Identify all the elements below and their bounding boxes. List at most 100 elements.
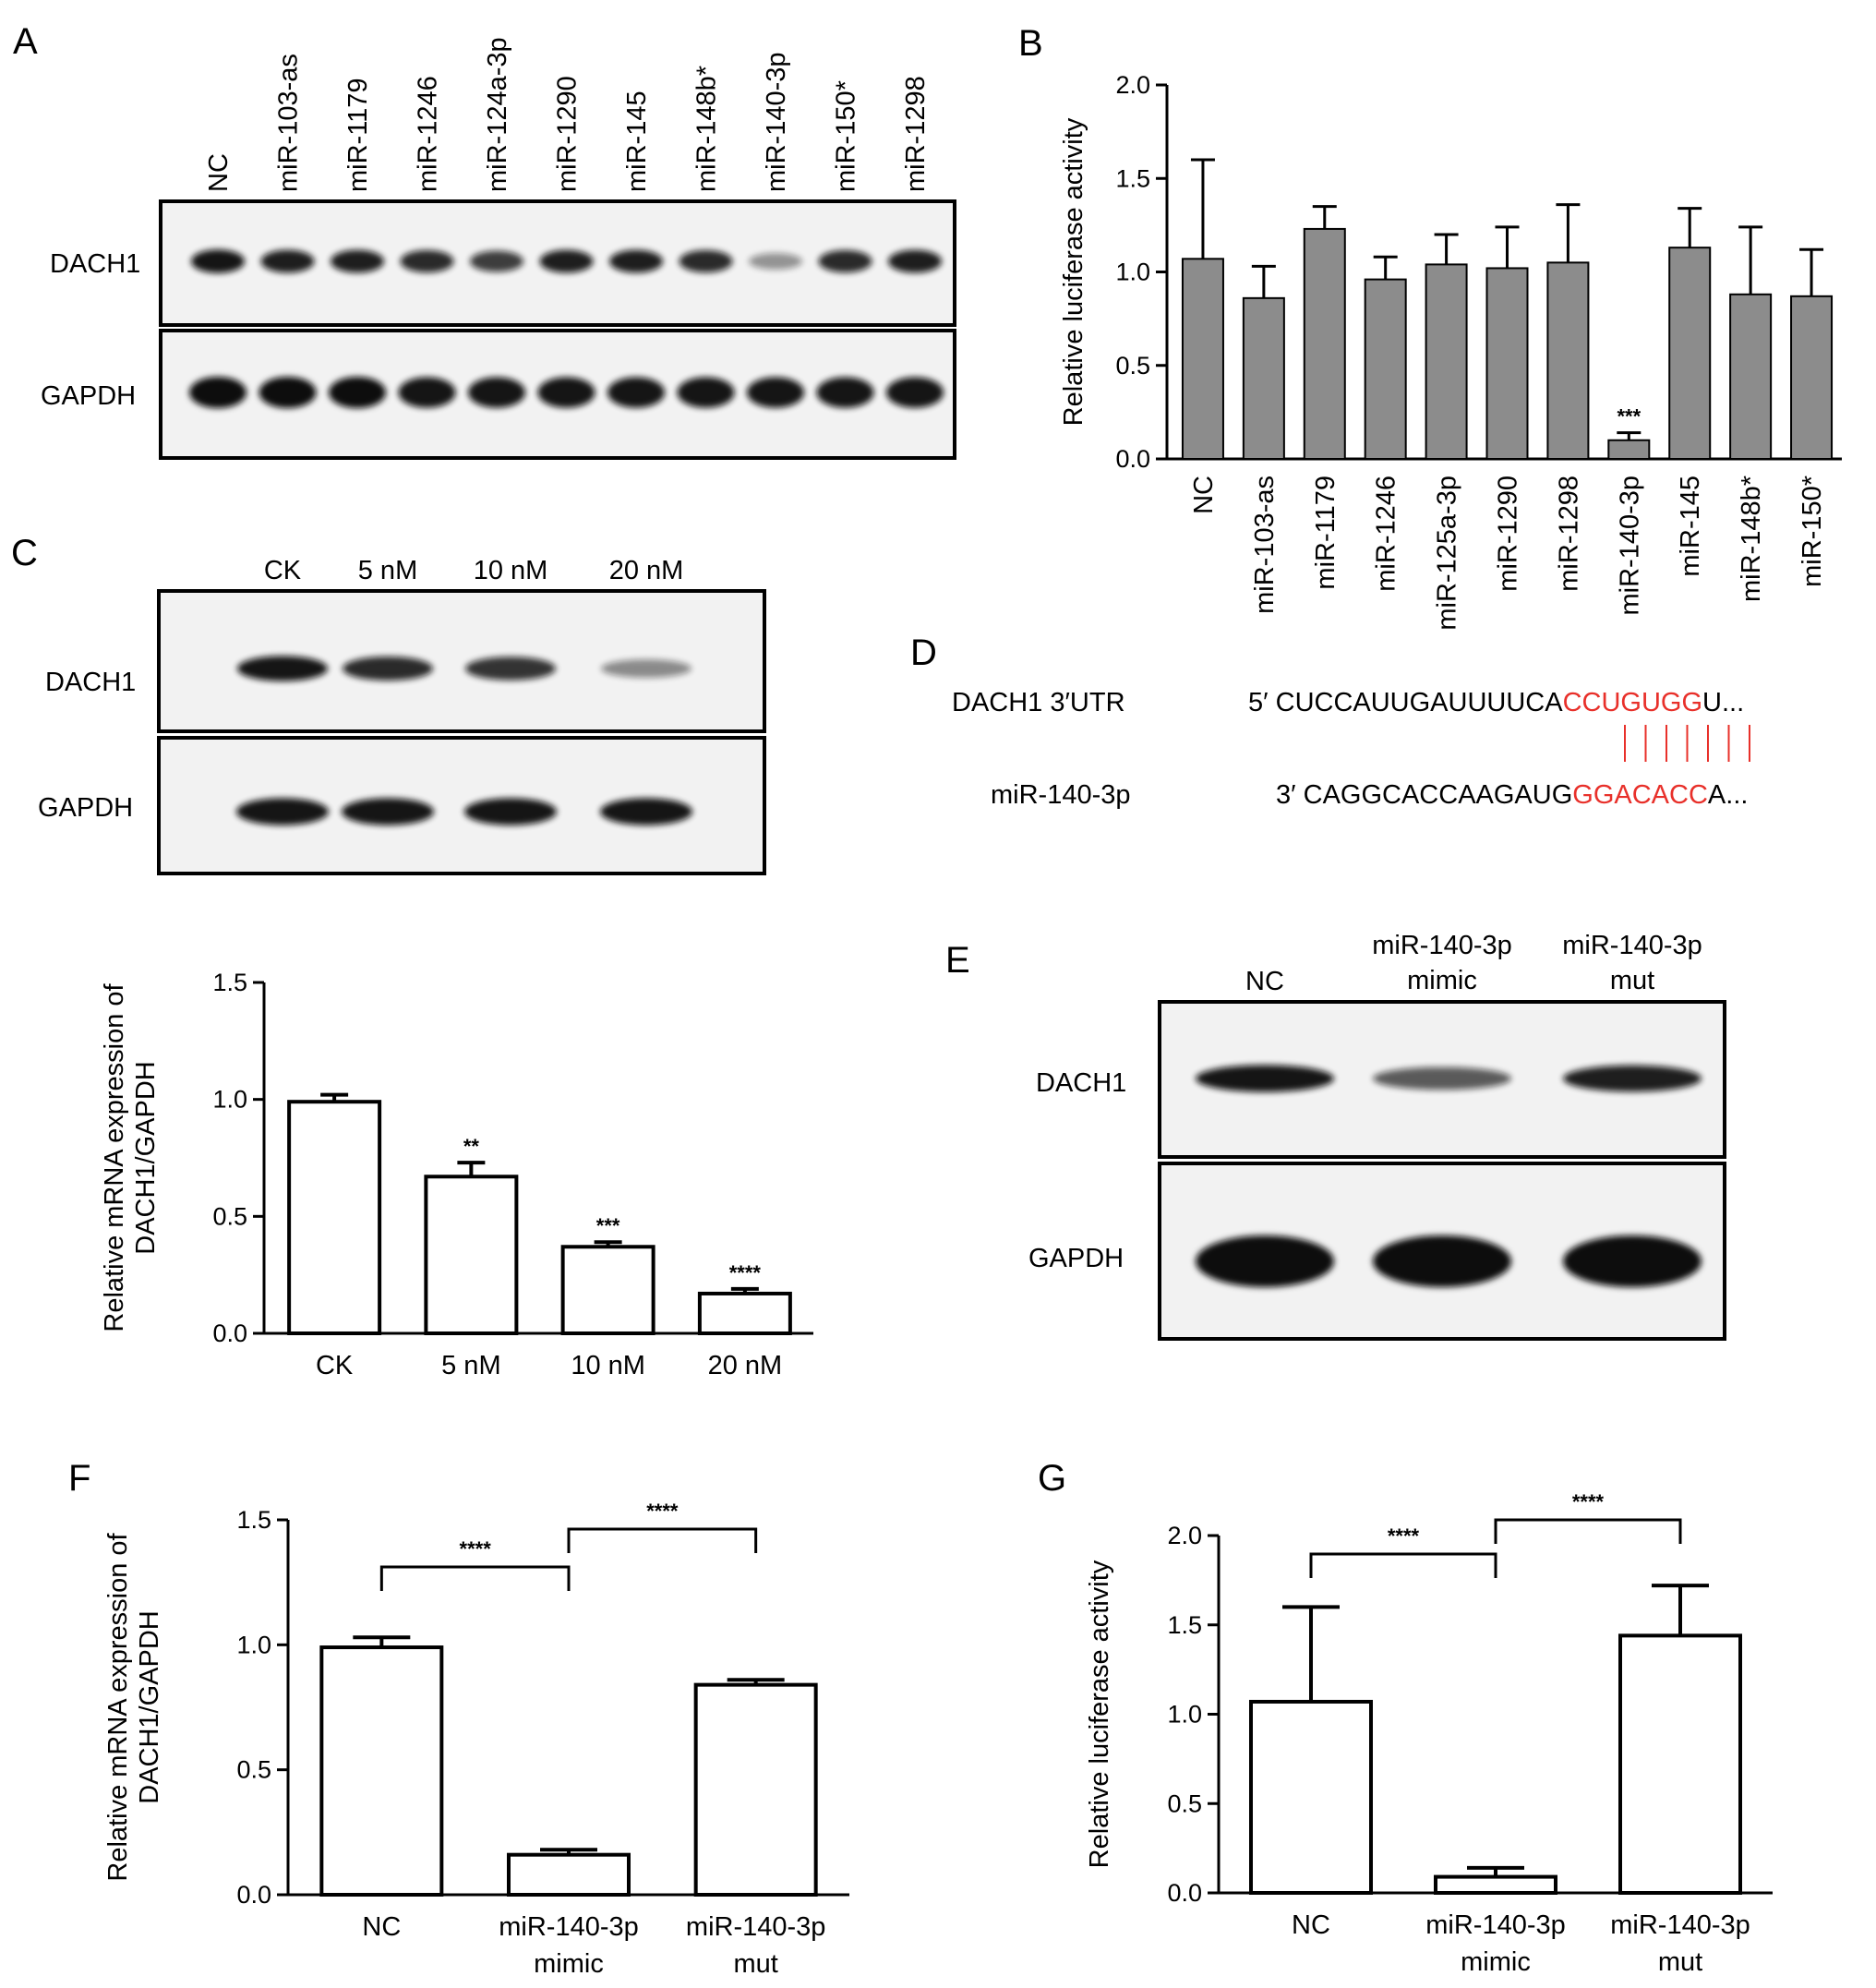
- x-category-label: miR-1179: [1311, 476, 1341, 590]
- y-tick-label: 2.0: [1167, 1522, 1202, 1549]
- lane-label-mir-1290: miR-1290: [553, 76, 583, 192]
- blot-band: [749, 253, 802, 270]
- band-group: [236, 656, 692, 825]
- mir-sequence: 3′ CAGGCACCAAGAUGGGACACCA...: [1276, 780, 1748, 810]
- lane-label-mir-1298: miR-1298: [901, 76, 931, 192]
- mir-seed: GGACACC: [1572, 780, 1708, 810]
- bar: [1668, 247, 1712, 460]
- lane-label-mimic: mimic: [1407, 966, 1477, 995]
- bar: [697, 1291, 792, 1336]
- significance-bracket: [379, 1565, 571, 1591]
- blot-band: [816, 377, 874, 408]
- blot-band: [609, 249, 663, 273]
- y-tick-label: 1.0: [212, 1086, 247, 1114]
- blot-band: [1563, 1235, 1702, 1287]
- lane-label-mut: mut: [1610, 966, 1654, 995]
- y-tick-label: 0.5: [1167, 1789, 1202, 1817]
- blot-band: [888, 249, 942, 273]
- y-tick-label: 1.0: [236, 1631, 271, 1658]
- x-category-label: miR-103-as: [1250, 476, 1280, 614]
- blot-band: [343, 656, 433, 681]
- y-axis-title: Relative luciferase activity: [1059, 117, 1088, 426]
- panel-e-western-blot: E NC miR-140-3p mimic miR-140-3p mut DACH1 G…: [945, 931, 1726, 1341]
- blot-band: [468, 377, 525, 408]
- bar: [693, 1682, 818, 1898]
- lane-label-mir-145: miR-145: [622, 90, 652, 192]
- lane-label-mir-124a-3p: miR-124a-3p: [483, 37, 512, 192]
- x-category-label: miR-148b*: [1737, 476, 1766, 602]
- utr-prefix: 5′ CUCCAUUGAUUUUCA: [1248, 688, 1563, 717]
- bar: [1729, 293, 1773, 460]
- blot-band: [331, 249, 384, 273]
- x-category-label: 10 nM: [571, 1351, 645, 1380]
- y-axis-title: Relative luciferase activity: [1085, 1560, 1114, 1868]
- mir-prefix: 3′ CAGGCACCAAGAUG: [1276, 780, 1572, 810]
- bar: [1425, 263, 1468, 460]
- row-label-gapdh: GAPDH: [41, 381, 136, 411]
- row-label-dach1: DACH1: [1036, 1068, 1126, 1098]
- lane-label-20-nm: 20 nM: [609, 556, 684, 585]
- panel-a-western-blot: A NC miR-103-as miR-1179 miR-1246 miR-124a-3…: [13, 21, 956, 460]
- y-axis-title: Relative mRNA expression of: [103, 1532, 133, 1881]
- x-category-label: miR-140-3p: [1610, 1910, 1750, 1940]
- significance-label: ****: [646, 1500, 679, 1523]
- band-group: [189, 249, 944, 408]
- x-category-label: mimic: [534, 1949, 604, 1979]
- y-tick-label: 1.5: [236, 1506, 271, 1534]
- lane-label-mir-1246: miR-1246: [414, 76, 443, 192]
- blot-band: [189, 377, 247, 408]
- lane-label-5-nm: 5 nM: [358, 556, 417, 585]
- x-category-label: 5 nM: [441, 1351, 500, 1380]
- blot-band: [537, 377, 595, 408]
- blot-band: [539, 249, 594, 273]
- blot-band: [465, 657, 556, 681]
- lane-label-mir-140-3p: miR-140-3p: [1562, 931, 1702, 960]
- x-category-label: miR-140-3p: [686, 1912, 826, 1942]
- y-tick-label: 0.5: [236, 1756, 271, 1784]
- x-category-label: miR-140-3p: [1615, 476, 1644, 616]
- x-category-label: miR-1246: [1372, 476, 1401, 592]
- panel-letter-f: F: [68, 1458, 90, 1499]
- x-category-label: miR-150*: [1798, 476, 1827, 587]
- utr-suffix: U...: [1702, 688, 1744, 717]
- bar: [1181, 258, 1224, 461]
- row-label-gapdh: GAPDH: [1028, 1244, 1124, 1273]
- blot-band: [236, 798, 329, 825]
- x-category-label: NC: [362, 1912, 401, 1942]
- chart-g: 0.0 0.5 1.0 1.5 2.0 Relative luciferase activ…: [1085, 1490, 1773, 1977]
- bar: [1364, 278, 1407, 460]
- y-tick-label: 2.0: [1115, 71, 1150, 99]
- y-tick-label: 0.5: [1115, 352, 1150, 380]
- bar: [1607, 439, 1651, 460]
- chart-f: 0.0 0.5 1.0 1.5 Relative mRNA expression of D…: [103, 1500, 849, 1979]
- lane-labels: CK 5 nM 10 nM 20 nM: [264, 556, 683, 585]
- bar: [1618, 1633, 1742, 1895]
- blot-band: [600, 798, 692, 825]
- lane-label-ck: CK: [264, 556, 302, 585]
- panel-letter-d: D: [910, 633, 937, 673]
- x-category-label: miR-125a-3p: [1433, 476, 1462, 631]
- significance-label: ****: [729, 1261, 762, 1284]
- blot-band: [886, 377, 944, 408]
- blot-band: [1196, 1235, 1334, 1287]
- blot-band: [747, 377, 804, 408]
- lane-label-10-nm: 10 nM: [474, 556, 548, 585]
- y-tick-label: 0.5: [212, 1202, 247, 1230]
- bar: [319, 1645, 444, 1898]
- y-axis-title: DACH1/GAPDH: [135, 1610, 164, 1804]
- row-label-dach1: DACH1: [45, 668, 136, 697]
- lane-labels: NC miR-140-3p mimic miR-140-3p mut: [1245, 931, 1702, 996]
- blot-band: [1373, 1066, 1511, 1090]
- bar: [1790, 295, 1834, 461]
- bar: [1434, 1874, 1557, 1895]
- blot-band: [342, 798, 434, 825]
- x-category-label: mimic: [1461, 1947, 1531, 1977]
- panel-g-luciferase-chart: G 0.0 0.5 1.0 1.5 2.0 Relative luciferase act…: [1038, 1458, 1773, 1977]
- panel-letter-g: G: [1038, 1458, 1066, 1499]
- significance-label: ***: [596, 1214, 620, 1237]
- significance-bracket: [567, 1527, 758, 1553]
- blot-band: [260, 249, 315, 273]
- blot-band: [470, 250, 523, 272]
- significance-bracket: [1309, 1552, 1497, 1578]
- lane-label-mir-150: miR-150*: [832, 80, 861, 192]
